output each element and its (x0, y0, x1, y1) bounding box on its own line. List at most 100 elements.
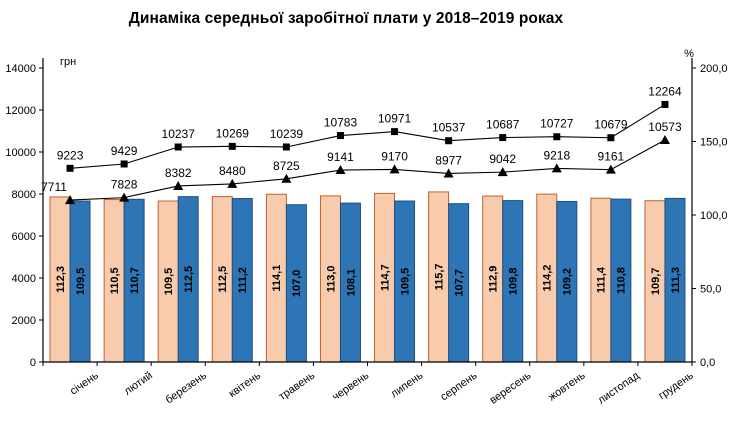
x-axis-category-label: грудень (656, 369, 695, 402)
line-value-label: 8977 (435, 153, 462, 167)
left-axis-tick-label: 12000 (5, 105, 36, 117)
right-axis-tick-label: 100,0 (700, 210, 728, 222)
bar-value-label: 109,5 (75, 268, 87, 296)
bar-value-label: 109,7 (650, 268, 662, 296)
left-axis-tick-label: 0 (30, 357, 36, 369)
bar-value-label: 109,5 (163, 268, 175, 296)
bar-value-label: 111,3 (670, 267, 682, 293)
x-axis-category-label: липень (389, 369, 426, 400)
line-value-label: 10537 (432, 121, 466, 135)
bar-value-label: 112,9 (488, 266, 500, 293)
right-axis-unit-label: % (684, 48, 694, 60)
line-value-label: 10783 (324, 116, 358, 130)
square-marker (445, 137, 453, 145)
bar-value-label: 109,2 (562, 268, 574, 296)
bar-value-label: 111,2 (237, 267, 249, 293)
line-value-label: 9218 (543, 148, 570, 162)
triangle-marker (119, 192, 130, 202)
line-value-label: 9042 (489, 152, 516, 166)
line-lower (70, 139, 666, 201)
bar-value-label: 112,5 (217, 266, 229, 293)
bar-value-label: 107,0 (291, 270, 303, 298)
bar-value-label: 108,1 (345, 269, 357, 297)
line-value-label: 12264 (648, 84, 682, 98)
triangle-marker (173, 180, 184, 190)
triangle-marker (65, 195, 76, 205)
bar-value-label: 111,4 (596, 266, 608, 293)
left-axis-unit-label: грн (60, 56, 76, 68)
bar-value-label: 115,7 (433, 263, 445, 290)
bar-value-label: 114,7 (379, 264, 391, 291)
x-axis-category-label: квітень (227, 369, 264, 400)
bar-value-label: 112,5 (183, 266, 195, 293)
x-axis-category-label: січень (68, 369, 101, 397)
bar-value-label: 114,1 (271, 265, 283, 292)
x-axis-category-label: лютий (122, 370, 155, 398)
square-marker (228, 142, 236, 150)
x-axis-category-label: червень (330, 369, 371, 403)
line-value-label: 8382 (165, 166, 192, 180)
line-value-label: 9161 (598, 150, 625, 164)
left-axis-tick-label: 14000 (5, 63, 36, 75)
x-axis-category-label: листопад (596, 369, 642, 406)
line-value-label: 9141 (327, 150, 354, 164)
line-value-label: 10687 (486, 118, 520, 132)
line-value-label: 10269 (216, 126, 250, 140)
x-axis-category-label: травень (277, 369, 318, 402)
triangle-marker (605, 164, 616, 174)
line-value-label: 9429 (111, 144, 138, 158)
line-value-label: 8725 (273, 159, 300, 173)
square-marker (174, 143, 182, 151)
left-axis-tick-label: 10000 (5, 147, 36, 159)
square-marker (499, 134, 507, 142)
triangle-marker (335, 165, 346, 175)
left-axis-tick-label: 8000 (12, 189, 36, 201)
line-value-label: 10239 (270, 127, 304, 141)
chart-title: Динаміка середньої заробітної плати у 20… (128, 10, 564, 27)
square-marker (336, 132, 344, 140)
bar-value-label: 109,8 (508, 268, 520, 296)
x-axis-category-label: жовтень (546, 369, 587, 403)
line-value-label: 10573 (648, 120, 682, 134)
square-marker (553, 133, 561, 141)
right-axis-tick-label: 50,0 (700, 284, 721, 296)
line-value-label: 9223 (57, 148, 84, 162)
right-axis-tick-label: 0,0 (700, 357, 715, 369)
left-axis-tick-label: 6000 (12, 231, 36, 243)
line-value-label: 10679 (594, 118, 628, 132)
line-value-label: 10237 (162, 127, 196, 141)
left-axis-tick-label: 2000 (12, 315, 36, 327)
bar-value-label: 109,5 (399, 268, 411, 296)
x-axis-category-label: вересень (488, 369, 534, 406)
bar-value-label: 113,0 (325, 265, 337, 292)
square-marker (391, 128, 399, 136)
square-marker (607, 134, 615, 142)
triangle-marker (281, 173, 292, 183)
bar-value-label: 112,3 (55, 266, 67, 293)
triangle-marker (443, 168, 454, 178)
bar-value-label: 114,2 (542, 265, 554, 292)
left-axis-tick-label: 4000 (12, 273, 36, 285)
line-value-label: 8480 (219, 164, 246, 178)
triangle-marker (497, 167, 508, 177)
bar-value-label: 110,7 (129, 267, 141, 294)
x-axis-category-label: березень (163, 369, 209, 406)
line-upper (69, 103, 666, 169)
triangle-marker (659, 134, 670, 144)
line-value-label: 7711 (41, 180, 67, 194)
right-axis-tick-label: 200,0 (700, 63, 728, 75)
line-value-label: 10727 (540, 117, 574, 131)
bar-value-label: 110,8 (616, 267, 628, 294)
triangle-marker (227, 178, 238, 188)
line-value-label: 7828 (111, 178, 138, 192)
square-marker (66, 164, 74, 172)
bar-value-label: 107,7 (453, 269, 465, 297)
triangle-marker (551, 163, 562, 173)
line-value-label: 9170 (381, 149, 408, 163)
square-marker (282, 143, 290, 151)
x-axis-category-label: серпень (438, 369, 479, 403)
line-value-label: 10971 (378, 112, 412, 126)
triangle-marker (389, 164, 400, 174)
